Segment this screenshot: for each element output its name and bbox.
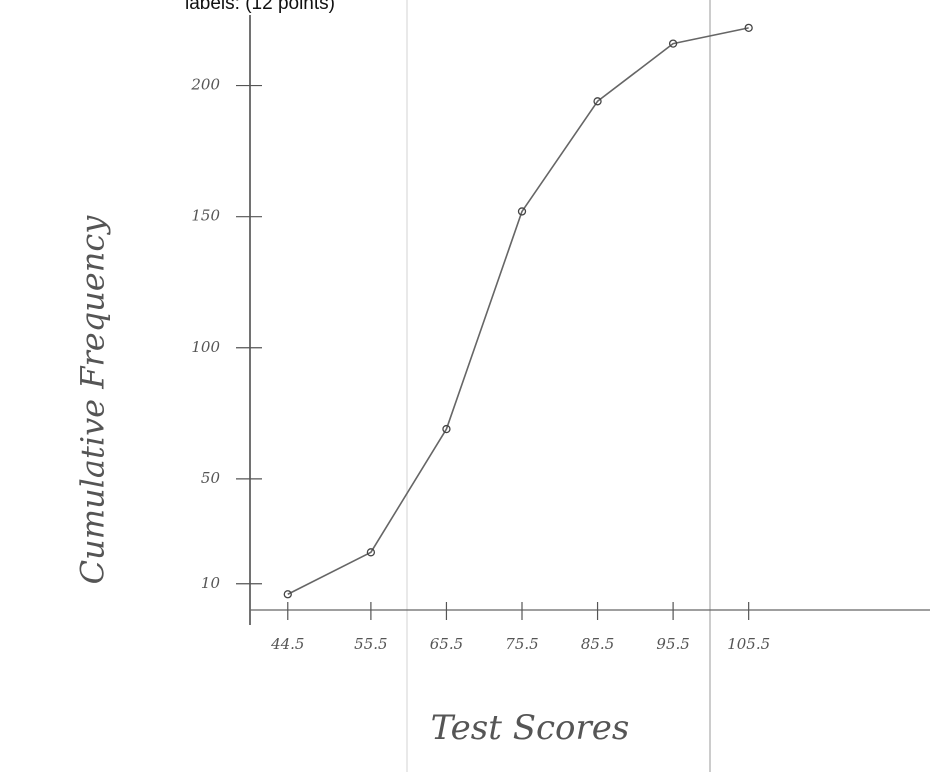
x-tick-label: 95.5	[656, 635, 689, 653]
x-tick-label: 75.5	[505, 635, 538, 653]
x-tick-label: 105.5	[727, 635, 770, 653]
y-tick-label: 150	[191, 207, 220, 225]
chart: labels: (12 points) Test Scores Cumulati…	[0, 0, 932, 772]
y-axis-title: Cumulative Frequency	[74, 215, 112, 585]
y-tick-label: 100	[191, 338, 220, 356]
x-axis-title: Test Scores	[431, 708, 630, 748]
y-tick-label: 50	[201, 469, 221, 487]
x-tick-label: 65.5	[430, 635, 463, 653]
line	[288, 28, 749, 594]
note: labels: (12 points)	[185, 0, 335, 14]
x-tick-label: 85.5	[581, 635, 614, 653]
y-tick-label: 10	[201, 574, 221, 592]
x-tick-label: 44.5	[270, 635, 304, 653]
y-tick-label: 200	[190, 76, 220, 94]
x-tick-label: 55.5	[354, 635, 387, 653]
